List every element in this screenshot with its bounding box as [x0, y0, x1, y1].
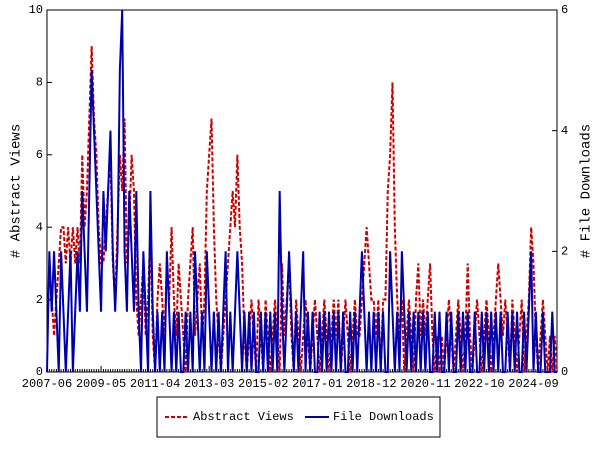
x-tick-label: 2007-06	[22, 377, 72, 391]
y2-axis-label: # File Downloads	[579, 124, 595, 258]
x-tick-label: 2015-02	[238, 377, 288, 391]
y-tick-label: 10	[29, 3, 43, 17]
y-tick-label: 6	[36, 148, 43, 162]
x-tick-label: 2024-09	[508, 377, 558, 391]
x-tick-label: 2022-10	[454, 377, 504, 391]
y2-tick-label: 6	[561, 3, 568, 17]
y-tick-label: 0	[36, 365, 43, 379]
y2-tick-label: 2	[561, 245, 568, 259]
x-tick-label: 2009-05	[76, 377, 126, 391]
x-tick-label: 2013-03	[184, 377, 234, 391]
y2-tick-label: 4	[561, 124, 568, 138]
legend-label: File Downloads	[333, 410, 434, 424]
y2-tick-label: 0	[561, 365, 568, 379]
y-axis-label: # Abstract Views	[9, 124, 25, 258]
y-tick-label: 4	[36, 220, 43, 234]
legend-label: Abstract Views	[193, 410, 294, 424]
series-line	[46, 9, 557, 373]
legend-box	[156, 396, 441, 438]
plot-frame	[46, 9, 558, 373]
x-tick-label: 2020-11	[400, 377, 450, 391]
x-tick-label: 2011-04	[130, 377, 180, 391]
x-tick-label: 2017-01	[292, 377, 342, 391]
y-tick-label: 2	[36, 293, 43, 307]
y-tick-label: 8	[36, 76, 43, 90]
x-tick-label: 2018-12	[346, 377, 396, 391]
